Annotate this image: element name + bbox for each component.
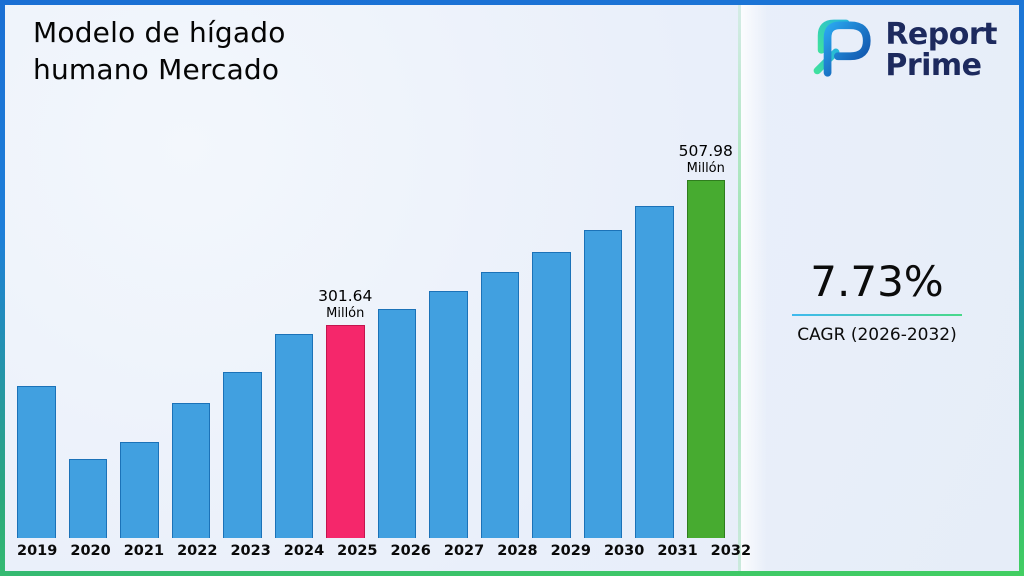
- bar-2029: [532, 252, 571, 538]
- bar-2027: [429, 291, 468, 538]
- x-label-2025: 2025: [337, 543, 378, 559]
- x-label-2021: 2021: [123, 543, 165, 559]
- x-label-2019: 2019: [17, 543, 58, 559]
- cagr-underline: [792, 314, 962, 316]
- bar-2022: [171, 403, 210, 538]
- x-label-2028: 2028: [497, 543, 538, 559]
- bar-2019: [17, 386, 56, 538]
- x-label-2024: 2024: [283, 543, 325, 559]
- x-label-2030: 2030: [603, 543, 645, 559]
- annotation-unit-2032: Millón: [686, 161, 725, 176]
- title-line-2: humano Mercado: [33, 52, 280, 86]
- annotation-value-2025: 301.64: [318, 287, 373, 305]
- x-label-2022: 2022: [177, 543, 218, 559]
- x-label-2023: 2023: [230, 543, 271, 559]
- infographic-page: Modelo de hígado humano Mercado: [5, 5, 1019, 571]
- x-label-2020: 2020: [70, 543, 111, 559]
- cagr-value: 7.73%: [810, 257, 944, 306]
- bar-2021: [120, 442, 159, 538]
- vertical-divider: [738, 5, 741, 571]
- x-label-2032: 2032: [710, 543, 752, 559]
- logo-word-prime: Prime: [885, 48, 982, 83]
- x-label-2027: 2027: [443, 543, 485, 559]
- bar-2023: [223, 372, 262, 538]
- bar-2028: [480, 272, 519, 538]
- bar-2031: [635, 206, 674, 538]
- cagr-label: CAGR (2026-2032): [797, 325, 957, 345]
- report-prime-logo: Report Prime: [809, 15, 997, 85]
- cagr-panel: 7.73% CAGR (2026-2032): [763, 257, 991, 345]
- report-prime-logo-icon: [809, 15, 875, 85]
- bar-2024: [274, 334, 313, 538]
- report-prime-logo-text: Report Prime: [885, 16, 997, 83]
- title-line-1: Modelo de hígado: [33, 16, 286, 49]
- annotation-value-2032: 507.98: [678, 142, 733, 160]
- page-title: Modelo de hígado humano Mercado: [33, 15, 286, 89]
- logo-word-report: Report: [885, 16, 997, 52]
- bar-2030: [583, 230, 622, 538]
- x-label-2029: 2029: [550, 543, 591, 559]
- bar-2020: [68, 459, 107, 538]
- market-bar-chart: 301.64 Millón 507.98 Millón 2019 2020 2021 202…: [17, 142, 751, 559]
- bar-2032: 507.98 Millón: [679, 142, 733, 538]
- bar-2026: [377, 309, 416, 538]
- bar-annotation-2025: 301.64 Millón: [297, 287, 393, 321]
- bar-chart: 301.64 Millón 507.98 Millón: [17, 142, 733, 538]
- bar-2025: 301.64 Millón: [318, 287, 372, 538]
- annotation-unit-2025: Millón: [326, 306, 365, 321]
- bar-annotation-2032: 507.98 Millón: [658, 142, 754, 176]
- x-axis-labels: 2019 2020 2021 2022 2023 2024 2025 2026 2027 2028…: [17, 543, 751, 559]
- x-label-2026: 2026: [390, 543, 431, 559]
- x-label-2031: 2031: [657, 543, 698, 559]
